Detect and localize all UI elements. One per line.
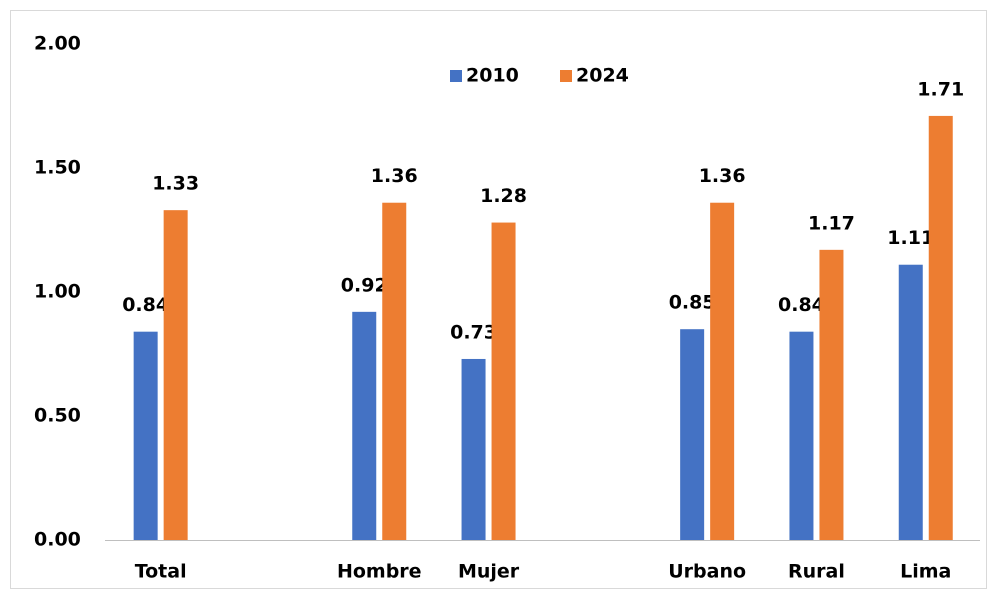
value-label: 1.36 xyxy=(699,165,746,187)
bar xyxy=(710,202,735,540)
legend-swatch xyxy=(450,70,462,82)
bar xyxy=(382,202,407,540)
legend-swatch xyxy=(560,70,572,82)
value-label: 1.36 xyxy=(371,165,418,187)
x-tick-label: Rural xyxy=(788,561,845,583)
bar xyxy=(898,264,923,540)
bar xyxy=(789,331,814,540)
y-tick-label: 2.00 xyxy=(34,33,81,55)
value-label: 1.33 xyxy=(152,173,199,195)
legend-label: 2024 xyxy=(576,65,629,87)
y-tick-label: 0.00 xyxy=(34,529,81,551)
bar xyxy=(352,311,377,540)
value-label: 1.11 xyxy=(887,227,934,249)
x-tick-label: Lima xyxy=(900,561,951,583)
value-label: 1.71 xyxy=(917,78,964,100)
x-tick-label: Hombre xyxy=(337,561,422,583)
bar xyxy=(491,222,516,540)
bar xyxy=(163,210,188,540)
y-tick-label: 1.50 xyxy=(34,157,81,179)
value-label: 0.85 xyxy=(669,292,716,314)
value-label: 1.28 xyxy=(480,185,527,207)
bar xyxy=(819,249,844,540)
value-label: 1.17 xyxy=(808,212,855,234)
x-tick-label: Total xyxy=(135,561,187,583)
value-label: 0.84 xyxy=(122,294,169,316)
bar xyxy=(133,331,158,540)
bar xyxy=(680,329,705,540)
x-tick-label: Urbano xyxy=(668,561,746,583)
bar xyxy=(928,115,953,541)
value-label: 0.84 xyxy=(778,294,825,316)
bar xyxy=(461,358,486,540)
y-tick-label: 1.00 xyxy=(34,281,81,303)
x-tick-label: Mujer xyxy=(458,561,520,583)
y-tick-label: 0.50 xyxy=(34,405,81,427)
legend-label: 2010 xyxy=(466,65,519,87)
value-label: 0.92 xyxy=(341,274,388,296)
value-label: 0.73 xyxy=(450,321,497,343)
